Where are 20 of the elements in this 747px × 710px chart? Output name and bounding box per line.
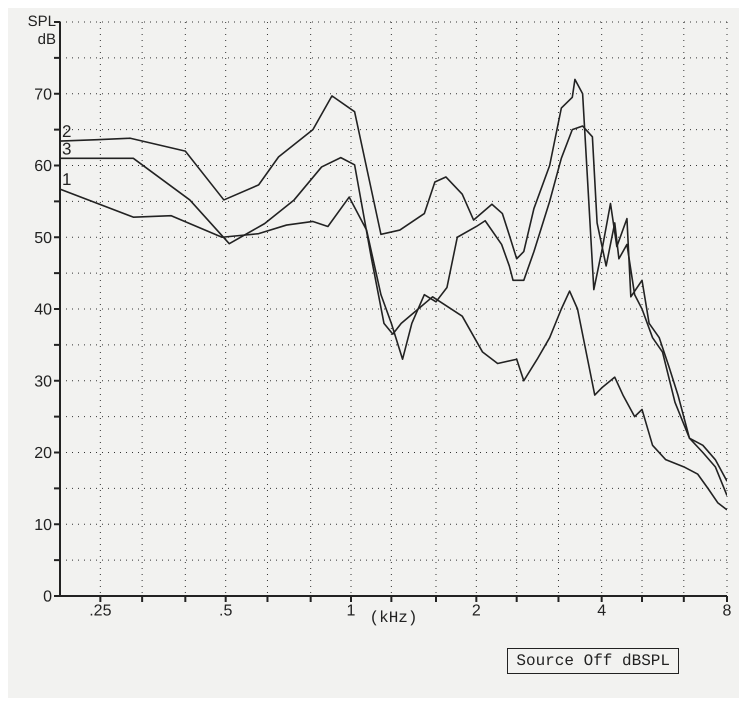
x-tick-label: .25: [89, 602, 112, 620]
series-label: 3: [62, 139, 72, 158]
source-note: Source Off dBSPL: [507, 648, 679, 674]
y-tick-label: 40: [34, 302, 52, 319]
y-tick-label: 30: [34, 373, 52, 390]
y-tick-label: 50: [34, 230, 52, 247]
x-tick-label: 4: [597, 602, 606, 620]
x-axis-title: (kHz): [369, 609, 418, 627]
x-tick-label: 1: [346, 602, 356, 620]
x-tick-label: 2: [472, 602, 481, 620]
y-tick-label: 10: [34, 516, 52, 534]
x-tick-label: 8: [722, 602, 732, 620]
y-tick-label: 0: [43, 588, 52, 606]
y-tick-label: 70: [34, 86, 52, 104]
series-label: 1: [62, 170, 72, 190]
y-tick-label: 20: [34, 445, 52, 462]
x-tick-label: .5: [219, 602, 232, 620]
y-axis-title: SPL dB: [28, 13, 56, 48]
series-label: 2: [62, 122, 72, 142]
y-tick-label: 60: [34, 158, 52, 176]
